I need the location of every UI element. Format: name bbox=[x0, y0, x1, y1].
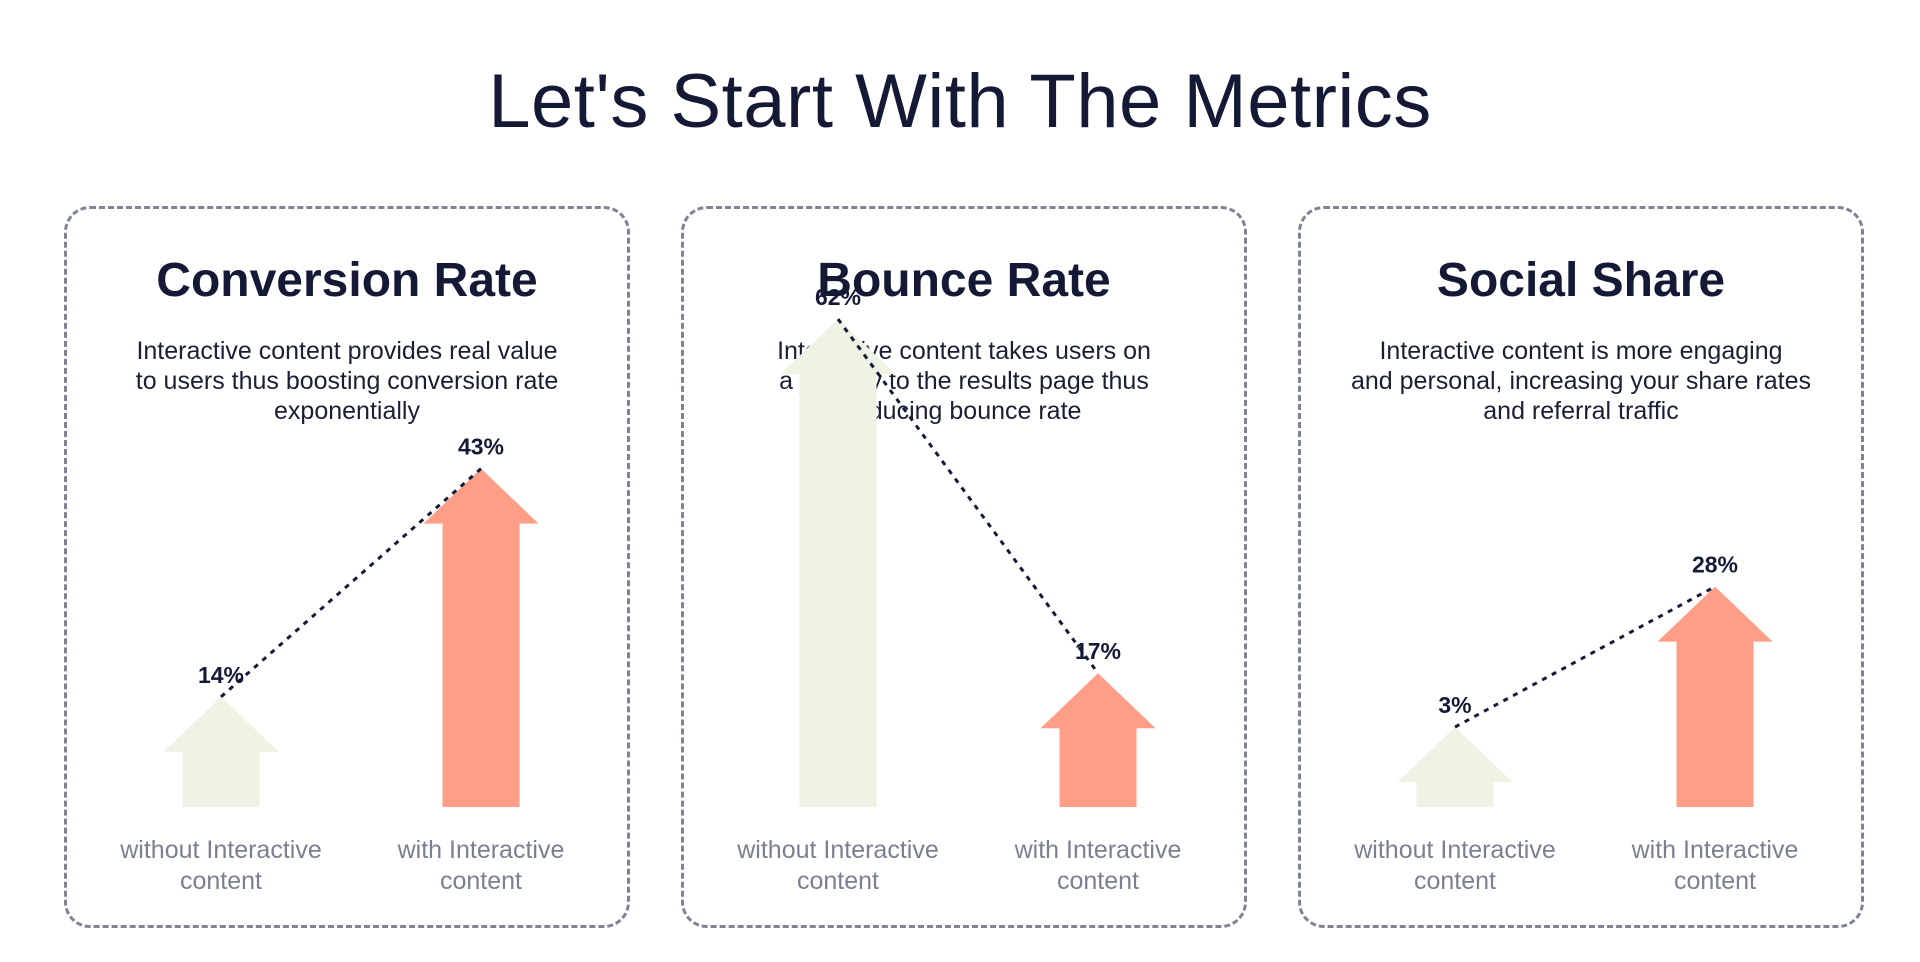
value-label: 17% bbox=[1075, 638, 1121, 664]
bar-with-interactive bbox=[1657, 586, 1773, 807]
value-label: 43% bbox=[458, 434, 504, 460]
card-title: Conversion Rate bbox=[156, 254, 538, 307]
value-label: 62% bbox=[815, 284, 861, 310]
category-label: without Interactive bbox=[736, 836, 939, 864]
trend-connector bbox=[220, 467, 482, 698]
category-label: with Interactive bbox=[1631, 836, 1799, 864]
card-title: Bounce Rate bbox=[817, 254, 1111, 307]
category-label: content bbox=[797, 867, 879, 895]
metric-chart: 3% without Interactive content 28% with Inte… bbox=[1353, 552, 1799, 895]
category-label: content bbox=[1057, 867, 1139, 895]
description-line: Interactive content provides real value bbox=[136, 337, 558, 365]
bar-without-interactive bbox=[163, 696, 279, 807]
metric-card-conversion-rate: Conversion Rate Interactive content prov… bbox=[64, 206, 630, 928]
category-label: content bbox=[180, 867, 262, 895]
bar-without-interactive bbox=[780, 319, 896, 807]
card-title: Social Share bbox=[1436, 254, 1726, 307]
metric-card-social-share: Social Share Interactive content is more… bbox=[1298, 206, 1864, 928]
description-line: Interactive content is more engaging bbox=[1379, 337, 1783, 365]
category-label: content bbox=[440, 867, 522, 895]
category-label: without Interactive bbox=[1353, 836, 1556, 864]
category-label: content bbox=[1674, 867, 1756, 895]
value-label: 28% bbox=[1692, 552, 1738, 578]
page-title: Let's Start With The Metrics bbox=[488, 59, 1432, 144]
metric-card-bounce-rate: Bounce Rate Interactive content takes us… bbox=[681, 206, 1247, 928]
trend-connector bbox=[836, 318, 1100, 675]
description-line: reducing bounce rate bbox=[846, 397, 1082, 425]
metric-chart: 62% without Interactive content 17% with Int… bbox=[736, 284, 1182, 895]
category-label: with Interactive bbox=[1014, 836, 1182, 864]
description-line: and referral traffic bbox=[1483, 397, 1679, 425]
bar-with-interactive bbox=[1040, 673, 1156, 807]
category-label: with Interactive bbox=[397, 836, 565, 864]
description-line: and personal, increasing your share rate… bbox=[1351, 367, 1811, 395]
card-description: Interactive content is more engaging and… bbox=[1341, 336, 1821, 426]
description-line: to users thus boosting conversion rate bbox=[135, 367, 559, 395]
card-description: Interactive content provides real value … bbox=[107, 336, 587, 426]
metric-chart: 14% without Interactive content 43% with Int… bbox=[119, 434, 565, 895]
value-label: 3% bbox=[1438, 692, 1471, 718]
bar-with-interactive bbox=[423, 468, 539, 807]
description-line: exponentially bbox=[274, 397, 420, 425]
value-label: 14% bbox=[198, 662, 244, 688]
category-label: content bbox=[1414, 867, 1496, 895]
category-label: without Interactive bbox=[119, 836, 322, 864]
bar-without-interactive bbox=[1397, 727, 1513, 807]
trend-connector bbox=[1454, 585, 1716, 729]
